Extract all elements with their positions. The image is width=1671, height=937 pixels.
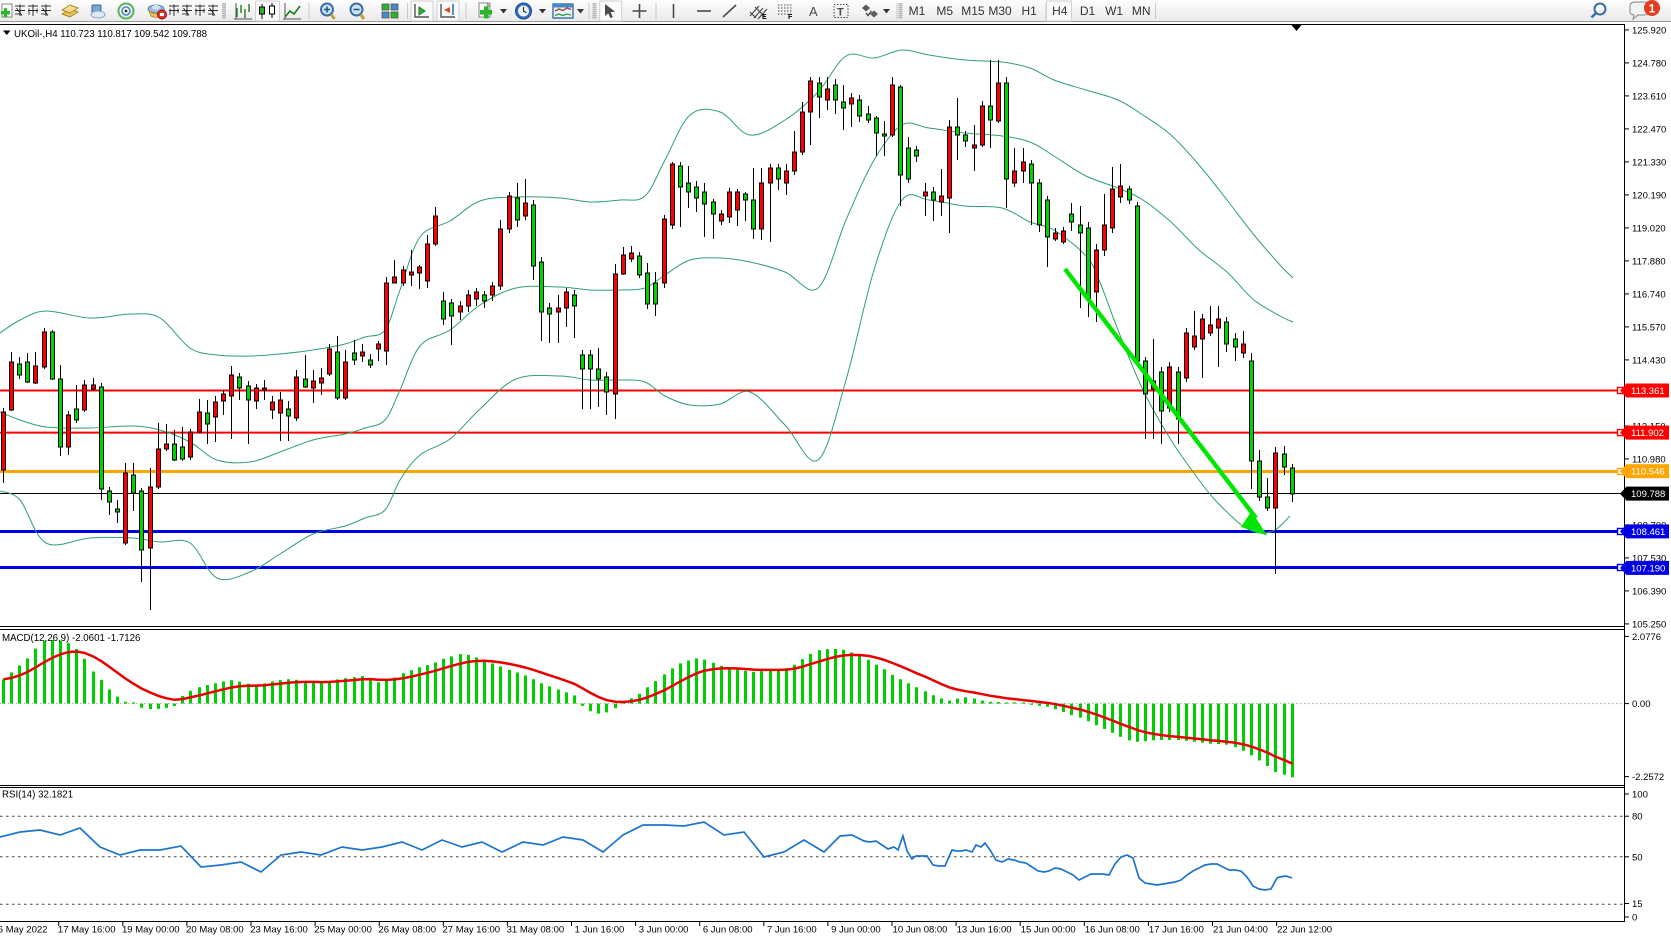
svg-text:15 Jun 00:00: 15 Jun 00:00 [1021,925,1076,936]
svg-text:123.610: 123.610 [1632,91,1666,102]
svg-text:110.546: 110.546 [1631,467,1665,478]
svg-text:116.740: 116.740 [1632,289,1666,300]
svg-text:1: 1 [1649,2,1656,16]
svg-text:110.980: 110.980 [1632,454,1666,465]
svg-text:108.461: 108.461 [1631,527,1665,538]
svg-text:107.530: 107.530 [1632,553,1666,564]
svg-text:125.920: 125.920 [1632,25,1666,36]
svg-text:25 May 00:00: 25 May 00:00 [314,925,372,936]
svg-text:122.470: 122.470 [1632,124,1666,135]
svg-text:113.361: 113.361 [1631,386,1665,397]
svg-text:MN: MN [1132,4,1151,18]
svg-text:7 Jun 16:00: 7 Jun 16:00 [767,925,817,936]
svg-text:17 Jun 16:00: 17 Jun 16:00 [1149,925,1204,936]
svg-text:31 May 08:00: 31 May 08:00 [507,925,565,936]
svg-text:100: 100 [1632,790,1648,801]
svg-text:121.330: 121.330 [1632,157,1666,168]
svg-text:107.190: 107.190 [1631,563,1665,574]
svg-text:RSI(14) 32.1821: RSI(14) 32.1821 [2,790,73,801]
svg-text:3 Jun 00:00: 3 Jun 00:00 [639,925,689,936]
svg-text:M5: M5 [936,4,953,18]
svg-text:M15: M15 [961,4,985,18]
svg-text:10 Jun 08:00: 10 Jun 08:00 [893,925,948,936]
svg-text:23 May 16:00: 23 May 16:00 [250,925,308,936]
svg-text:H4: H4 [1052,4,1068,18]
svg-text:M1: M1 [909,4,926,18]
svg-text:20 May 08:00: 20 May 08:00 [186,925,244,936]
svg-text:22 Jun 12:00: 22 Jun 12:00 [1277,925,1332,936]
svg-text:0.00: 0.00 [1632,699,1651,710]
svg-text:13 Jun 16:00: 13 Jun 16:00 [957,925,1012,936]
svg-text:117.880: 117.880 [1632,256,1666,267]
svg-text:80: 80 [1632,812,1643,823]
svg-text:0: 0 [1632,913,1637,924]
svg-text:2.0776: 2.0776 [1632,632,1661,643]
svg-text:16 Jun 08:00: 16 Jun 08:00 [1085,925,1140,936]
svg-text:6 May 2022: 6 May 2022 [0,925,47,936]
svg-text:W1: W1 [1105,4,1123,18]
svg-text:109.788: 109.788 [1631,489,1665,500]
svg-text:21 Jun 04:00: 21 Jun 04:00 [1213,925,1268,936]
svg-text:MACD(12,26,9) -2.0601 -1.7126: MACD(12,26,9) -2.0601 -1.7126 [2,633,140,644]
svg-text:114.430: 114.430 [1632,355,1666,366]
svg-text:E: E [762,14,767,21]
svg-text:119.020: 119.020 [1632,223,1666,234]
svg-text:1 Jun 16:00: 1 Jun 16:00 [575,925,625,936]
svg-text:50: 50 [1632,852,1643,863]
svg-text:115.570: 115.570 [1632,322,1666,333]
svg-text:15: 15 [1632,899,1643,910]
svg-text:H1: H1 [1022,4,1038,18]
svg-text:9 Jun 00:00: 9 Jun 00:00 [831,925,881,936]
svg-text:124.780: 124.780 [1632,58,1666,69]
svg-text:17 May 16:00: 17 May 16:00 [58,925,116,936]
svg-text:M30: M30 [988,4,1012,18]
svg-text:27 May 16:00: 27 May 16:00 [443,925,501,936]
svg-text:106.390: 106.390 [1632,586,1666,597]
svg-text:UKOil-,H4 110.723 110.817 109: UKOil-,H4 110.723 110.817 109.542 109.78… [14,29,207,40]
svg-text:T: T [837,7,844,19]
svg-text:111.902: 111.902 [1631,428,1664,439]
svg-text:F: F [788,14,793,21]
svg-text:120.190: 120.190 [1632,190,1666,201]
svg-text:105.250: 105.250 [1632,619,1666,630]
svg-text:D1: D1 [1080,4,1096,18]
svg-text:6 Jun 08:00: 6 Jun 08:00 [703,925,753,936]
svg-text:A: A [809,4,818,19]
svg-text:-2.2572: -2.2572 [1632,772,1664,783]
svg-text:26 May 08:00: 26 May 08:00 [378,925,436,936]
svg-text:19 May 00:00: 19 May 00:00 [122,925,180,936]
